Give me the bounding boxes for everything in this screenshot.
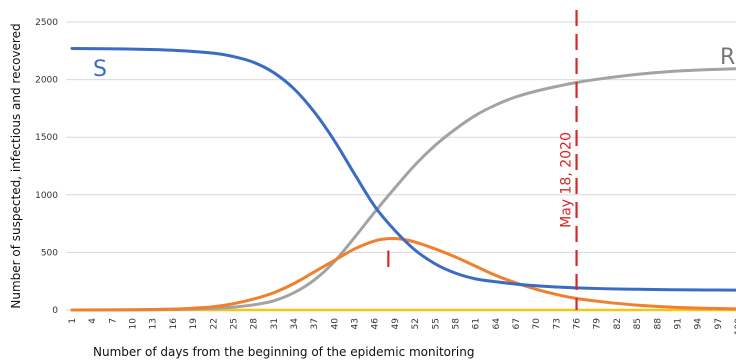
x-tick-label: 37 — [310, 318, 320, 329]
series-line-i — [70, 236, 736, 312]
y-axis-title: Number of suspected, infectious and reco… — [9, 23, 23, 308]
x-tick-label: 10 — [129, 318, 139, 330]
y-tick-label: 500 — [41, 248, 58, 258]
x-tick-label: 76 — [573, 318, 583, 330]
x-axis-title: Number of days from the beginning of the… — [93, 345, 475, 359]
x-tick-label: 64 — [492, 318, 502, 330]
series-label-r: R — [720, 45, 735, 70]
x-tick-label: 1 — [68, 318, 78, 324]
x-tick-label: 49 — [391, 318, 401, 330]
series-lines — [70, 46, 736, 312]
x-tick-label: 19 — [189, 318, 199, 330]
x-tick-label: 82 — [613, 318, 623, 329]
date-marker-label: May 18, 2020 — [559, 132, 575, 228]
x-tick-label: 88 — [653, 318, 663, 330]
y-tick-label: 1500 — [35, 133, 58, 143]
x-tick-label: 25 — [229, 318, 239, 329]
y-axis-ticks: 0 500 1000 1500 2000 2500 — [35, 18, 58, 316]
x-tick-label: 7 — [108, 318, 118, 324]
x-tick-label: 61 — [472, 318, 482, 329]
series-label-i: I — [385, 248, 392, 273]
x-tick-label: 91 — [673, 318, 683, 329]
x-tick-label: 85 — [633, 318, 643, 329]
x-tick-label: 46 — [371, 318, 381, 330]
x-tick-label: 4 — [88, 318, 98, 324]
x-tick-label: 22 — [209, 318, 219, 329]
x-tick-label: 100 — [734, 318, 736, 335]
x-tick-label: 40 — [330, 318, 340, 330]
x-tick-label: 97 — [714, 318, 724, 329]
x-tick-label: 55 — [431, 318, 441, 329]
y-tick-label: 2000 — [35, 76, 58, 86]
x-tick-label: 79 — [593, 318, 603, 330]
y-tick-label: 1000 — [35, 191, 58, 201]
series-line-s — [70, 46, 736, 292]
x-tick-label: 52 — [411, 318, 421, 329]
x-tick-label: 43 — [351, 318, 361, 329]
x-tick-label: 70 — [532, 318, 542, 330]
x-tick-label: 67 — [512, 318, 522, 329]
x-tick-label: 73 — [552, 318, 562, 329]
x-tick-label: 58 — [451, 318, 461, 330]
y-tick-label: 0 — [52, 306, 58, 316]
series-label-s: S — [93, 57, 107, 82]
x-tick-label: 13 — [149, 318, 159, 329]
x-tick-label: 31 — [270, 318, 280, 329]
x-axis-ticks: 1 4 7 10 13 16 19 22 25 28 31 34 37 40 43 46 49 52 55 58 61 6… — [68, 318, 736, 335]
series-line-r — [70, 67, 736, 312]
x-tick-label: 94 — [694, 318, 704, 330]
x-tick-label: 28 — [250, 318, 260, 330]
x-tick-label: 34 — [290, 318, 300, 330]
y-tick-label: 2500 — [35, 18, 58, 28]
x-tick-label: 16 — [169, 318, 179, 330]
grid-lines — [66, 21, 736, 311]
